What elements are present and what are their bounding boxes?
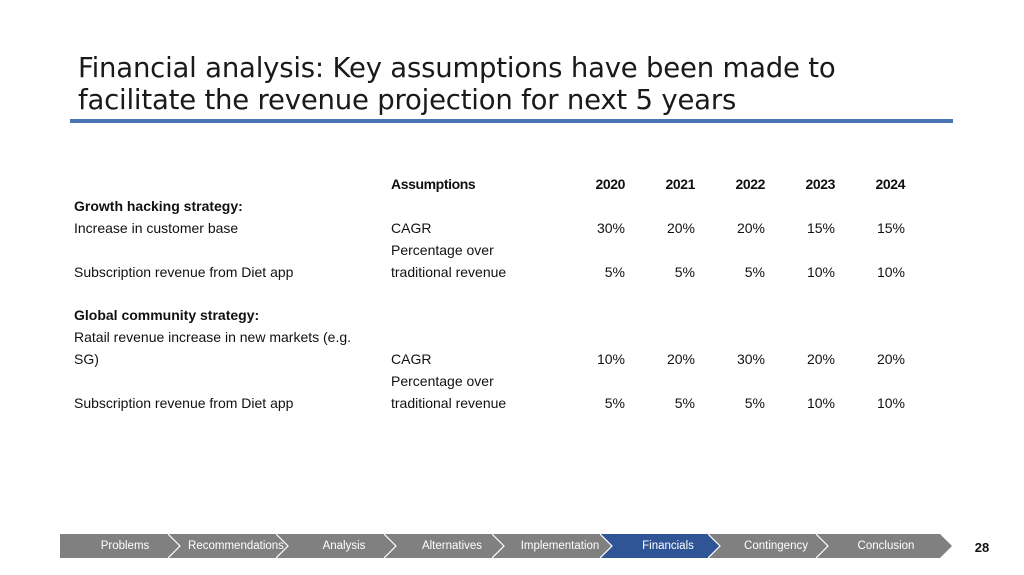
nav-chevron-shape [708, 534, 828, 558]
row-value-2021: 20% [666, 220, 695, 236]
slide-title-line-1: Financial analysis: Key assumptions have… [78, 52, 836, 84]
row-value-2020: 30% [596, 220, 625, 236]
row-label: Subscription revenue from Diet app [74, 264, 294, 280]
nav-item-label: Analysis [322, 540, 366, 552]
header-year-2022: 2022 [735, 176, 765, 192]
row-assumption: Percentage over [391, 373, 494, 389]
row-value-2021: 5% [674, 264, 695, 280]
nav-item-label: Conclusion [857, 540, 915, 552]
row-label: Increase in customer base [74, 220, 239, 236]
row-value-2023: 15% [806, 220, 835, 236]
row-label: SG) [74, 351, 99, 367]
nav-item-label: Recommendations [188, 540, 284, 552]
header-year-2021: 2021 [665, 176, 695, 192]
nav-item-label: Problems [100, 540, 150, 552]
row-label: Subscription revenue from Diet app [74, 395, 294, 411]
row-assumption: traditional revenue [391, 395, 507, 411]
nav-item-conclusion[interactable]: Conclusion [816, 534, 952, 558]
row-value-2022: 20% [736, 220, 765, 236]
row-label: Ratail revenue increase in new markets (… [74, 329, 352, 345]
group-heading-global-community: Global community strategy: [74, 307, 260, 323]
row-value-2020: 10% [596, 351, 625, 367]
nav-chevron-shape [276, 534, 396, 558]
nav-item-problems[interactable]: Problems [60, 534, 180, 558]
nav-chevron-shape-active [600, 534, 720, 558]
row-value-2024: 10% [876, 264, 905, 280]
nav-chevron-shape [816, 534, 952, 558]
header-year-2023: 2023 [805, 176, 835, 192]
header-year-2024: 2024 [875, 176, 905, 192]
slide-title: Financial analysis: Key assumptions have… [78, 52, 958, 116]
nav-item-recommendations[interactable]: Recommendations [168, 534, 288, 558]
nav-chevron-shape [492, 534, 612, 558]
row-value-2022: 5% [744, 395, 765, 411]
title-underline [70, 119, 953, 123]
row-value-2022: 5% [744, 264, 765, 280]
row-assumption: Percentage over [391, 242, 494, 258]
header-year-2020: 2020 [595, 176, 625, 192]
nav-chevron-shape [60, 534, 180, 558]
nav-item-alternatives[interactable]: Alternatives [384, 534, 504, 558]
slide-title-line-2: facilitate the revenue projection for ne… [78, 84, 737, 116]
row-value-2023: 20% [806, 351, 835, 367]
row-value-2024: 20% [876, 351, 905, 367]
row-assumption: CAGR [391, 351, 432, 367]
nav-chevron-shape [384, 534, 504, 558]
nav-chevron-shape [168, 534, 288, 558]
row-value-2023: 10% [806, 395, 835, 411]
group-heading-growth-hacking: Growth hacking strategy: [74, 198, 243, 214]
row-assumption: CAGR [391, 220, 432, 236]
row-value-2024: 15% [876, 220, 905, 236]
nav-item-label: Financials [642, 540, 694, 552]
row-value-2020: 5% [604, 395, 625, 411]
row-assumption: traditional revenue [391, 264, 507, 280]
row-value-2022: 30% [736, 351, 765, 367]
nav-item-analysis[interactable]: Analysis [276, 534, 396, 558]
nav-item-label: Alternatives [421, 540, 483, 552]
header-assumptions: Assumptions [391, 176, 476, 192]
row-value-2021: 5% [674, 395, 695, 411]
row-value-2024: 10% [876, 395, 905, 411]
nav-item-implementation[interactable]: Implementation [492, 534, 612, 558]
nav-item-label: Implementation [520, 540, 600, 552]
row-value-2021: 20% [666, 351, 695, 367]
assumptions-table: Assumptions 2020 2021 2022 2023 2024 Gro… [74, 176, 905, 411]
nav-item-contingency[interactable]: Contingency [708, 534, 828, 558]
nav-item-financials[interactable]: Financials [600, 534, 720, 558]
row-value-2020: 5% [604, 264, 625, 280]
row-value-2023: 10% [806, 264, 835, 280]
page-number: 28 [974, 540, 990, 555]
nav-item-label: Contingency [744, 540, 808, 552]
